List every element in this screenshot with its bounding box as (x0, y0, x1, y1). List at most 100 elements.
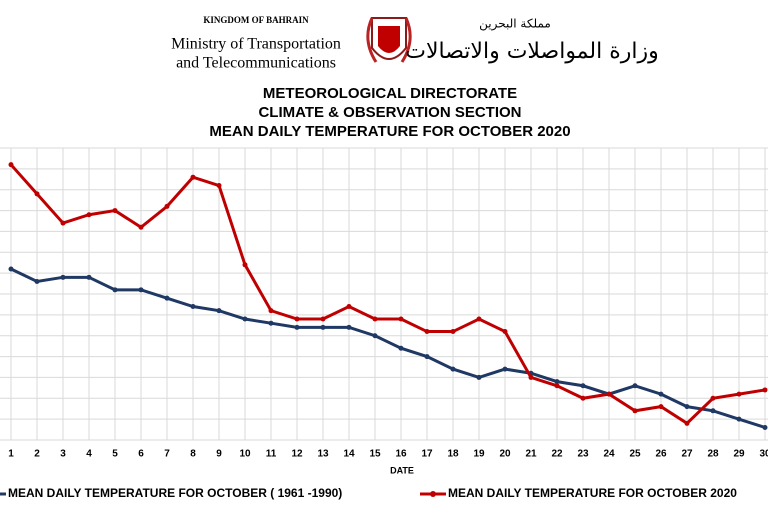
point (112, 208, 118, 214)
x-tick-label: 12 (291, 449, 303, 460)
point (86, 274, 92, 280)
point (502, 366, 508, 372)
x-tick-label: 24 (603, 449, 615, 460)
point (606, 391, 612, 397)
legend-entry: MEAN DAILY TEMPERATURE FOR OCTOBER 2020 (420, 486, 737, 500)
chart-subtitle: MEAN DAILY TEMPERATURE FOR OCTOBER 2020 (209, 123, 570, 140)
point (554, 383, 560, 389)
kingdom: KINGDOM OF BAHRAIN (203, 15, 309, 25)
series-line (9, 163, 766, 426)
point (528, 374, 534, 380)
point (736, 391, 742, 397)
x-tick-label: 7 (164, 449, 170, 460)
point (34, 278, 40, 284)
legend-label: MEAN DAILY TEMPERATURE FOR OCTOBER ( 196… (8, 486, 342, 500)
chart-title: METEOROLOGICAL DIRECTORATE (263, 85, 517, 102)
x-tick-label: 16 (395, 449, 407, 460)
legend-entry: MEAN DAILY TEMPERATURE FOR OCTOBER ( 196… (0, 486, 342, 500)
ministry: and Telecommunications (176, 55, 336, 72)
point (632, 383, 638, 389)
point (294, 316, 300, 322)
point (346, 324, 352, 330)
point (164, 203, 170, 209)
point (164, 295, 170, 301)
point (502, 329, 508, 335)
point (190, 174, 196, 180)
point (632, 408, 638, 414)
x-tick-label: 2 (34, 449, 40, 460)
point (450, 329, 456, 335)
point (112, 287, 118, 293)
x-tick-label: 6 (138, 449, 144, 460)
point (242, 316, 248, 322)
point (372, 316, 378, 322)
arabic-kingdom: مملكة البحرين (479, 17, 551, 32)
x-tick-label: 20 (499, 449, 511, 460)
point (294, 324, 300, 330)
point (320, 324, 326, 330)
x-tick-label: 29 (733, 449, 745, 460)
point (658, 391, 664, 397)
point (762, 424, 768, 430)
point (580, 395, 586, 401)
chart-subtitle: CLIMATE & OBSERVATION SECTION (258, 104, 521, 121)
x-tick-label: 19 (473, 449, 485, 460)
x-axis-label: DATE (390, 465, 414, 475)
point (346, 304, 352, 310)
point (86, 212, 92, 218)
point (372, 333, 378, 339)
point (450, 366, 456, 372)
x-tick-label: 27 (681, 449, 693, 460)
point (216, 308, 222, 314)
x-tick-label: 25 (629, 449, 641, 460)
point (268, 308, 274, 314)
point (34, 191, 40, 197)
point (398, 316, 404, 322)
x-tick-label: 22 (551, 449, 563, 460)
x-tick-label: 10 (239, 449, 251, 460)
x-tick-label: 4 (86, 449, 92, 460)
point (60, 220, 66, 226)
x-tick-label: 11 (266, 449, 277, 460)
point (710, 395, 716, 401)
x-tick-label: 14 (343, 449, 355, 460)
point (424, 329, 430, 335)
point (476, 316, 482, 322)
x-tick-label: 17 (421, 449, 433, 460)
x-tick-label: 18 (447, 449, 459, 460)
legend-label: MEAN DAILY TEMPERATURE FOR OCTOBER 2020 (448, 486, 737, 500)
point (242, 262, 248, 268)
point (216, 183, 222, 189)
x-tick-label: 28 (707, 449, 719, 460)
ministry: Ministry of Transportation (171, 36, 341, 53)
legend-marker (430, 491, 436, 497)
arabic-ministry: وزارة المواصلات والاتصالات (405, 39, 658, 64)
point (190, 304, 196, 310)
point (658, 404, 664, 410)
x-tick-label: 30 (759, 449, 768, 460)
x-tick-label: 21 (525, 449, 537, 460)
point (268, 320, 274, 326)
point (762, 387, 768, 393)
point (138, 287, 144, 293)
emblem (366, 17, 412, 63)
point (710, 408, 716, 414)
x-tick-label: 5 (112, 449, 118, 460)
point (320, 316, 326, 322)
point (8, 266, 14, 272)
x-tick-label: 23 (577, 449, 589, 460)
point (8, 162, 14, 168)
point (684, 420, 690, 426)
point (580, 383, 586, 389)
x-tick-label: 9 (216, 449, 222, 460)
x-tick-label: 3 (60, 449, 66, 460)
x-tick-label: 15 (369, 449, 381, 460)
series-line (10, 267, 766, 429)
point (476, 374, 482, 380)
point (736, 416, 742, 422)
point (554, 379, 560, 385)
x-tick-label: 13 (317, 449, 329, 460)
x-tick-label: 26 (655, 449, 667, 460)
